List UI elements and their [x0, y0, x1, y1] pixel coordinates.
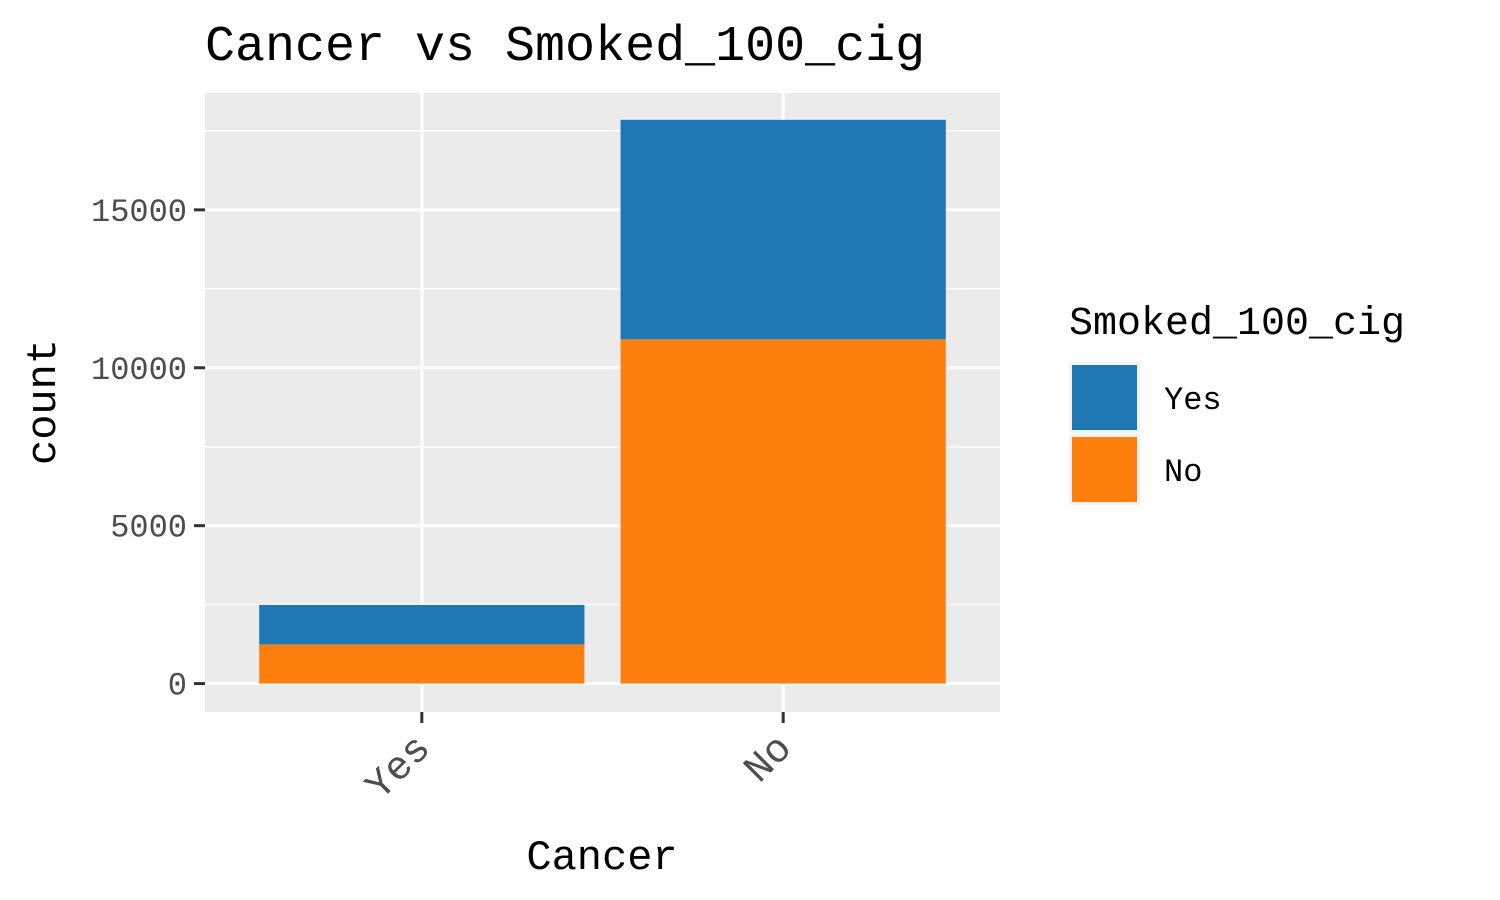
legend-swatch-no — [1072, 437, 1137, 502]
bars — [259, 119, 946, 684]
bar-yes-no — [259, 644, 585, 684]
bar-no-no — [620, 339, 946, 684]
y-tick-label: 15000 — [91, 194, 187, 231]
legend-label: Yes — [1164, 382, 1222, 419]
x-axis: Yes No — [358, 712, 802, 810]
x-axis-title: Cancer — [526, 834, 677, 882]
y-axis-title: count — [20, 339, 68, 465]
y-tick-label: 0 — [168, 668, 187, 705]
y-axis: 0 5000 10000 15000 — [91, 194, 205, 705]
bar-yes-yes — [259, 604, 585, 645]
y-tick-label: 10000 — [91, 352, 187, 389]
legend-swatch-yes — [1072, 365, 1137, 430]
bar-no-yes — [620, 119, 946, 340]
legend-title: Smoked_100_cig — [1069, 302, 1405, 347]
x-tick-label: Yes — [358, 727, 441, 810]
chart-title: Cancer vs Smoked_100_cig — [205, 19, 925, 76]
y-tick-label: 5000 — [110, 510, 187, 547]
legend: Smoked_100_cig Yes No — [1069, 302, 1405, 505]
x-tick-label: No — [737, 727, 803, 793]
legend-label: No — [1164, 454, 1202, 491]
